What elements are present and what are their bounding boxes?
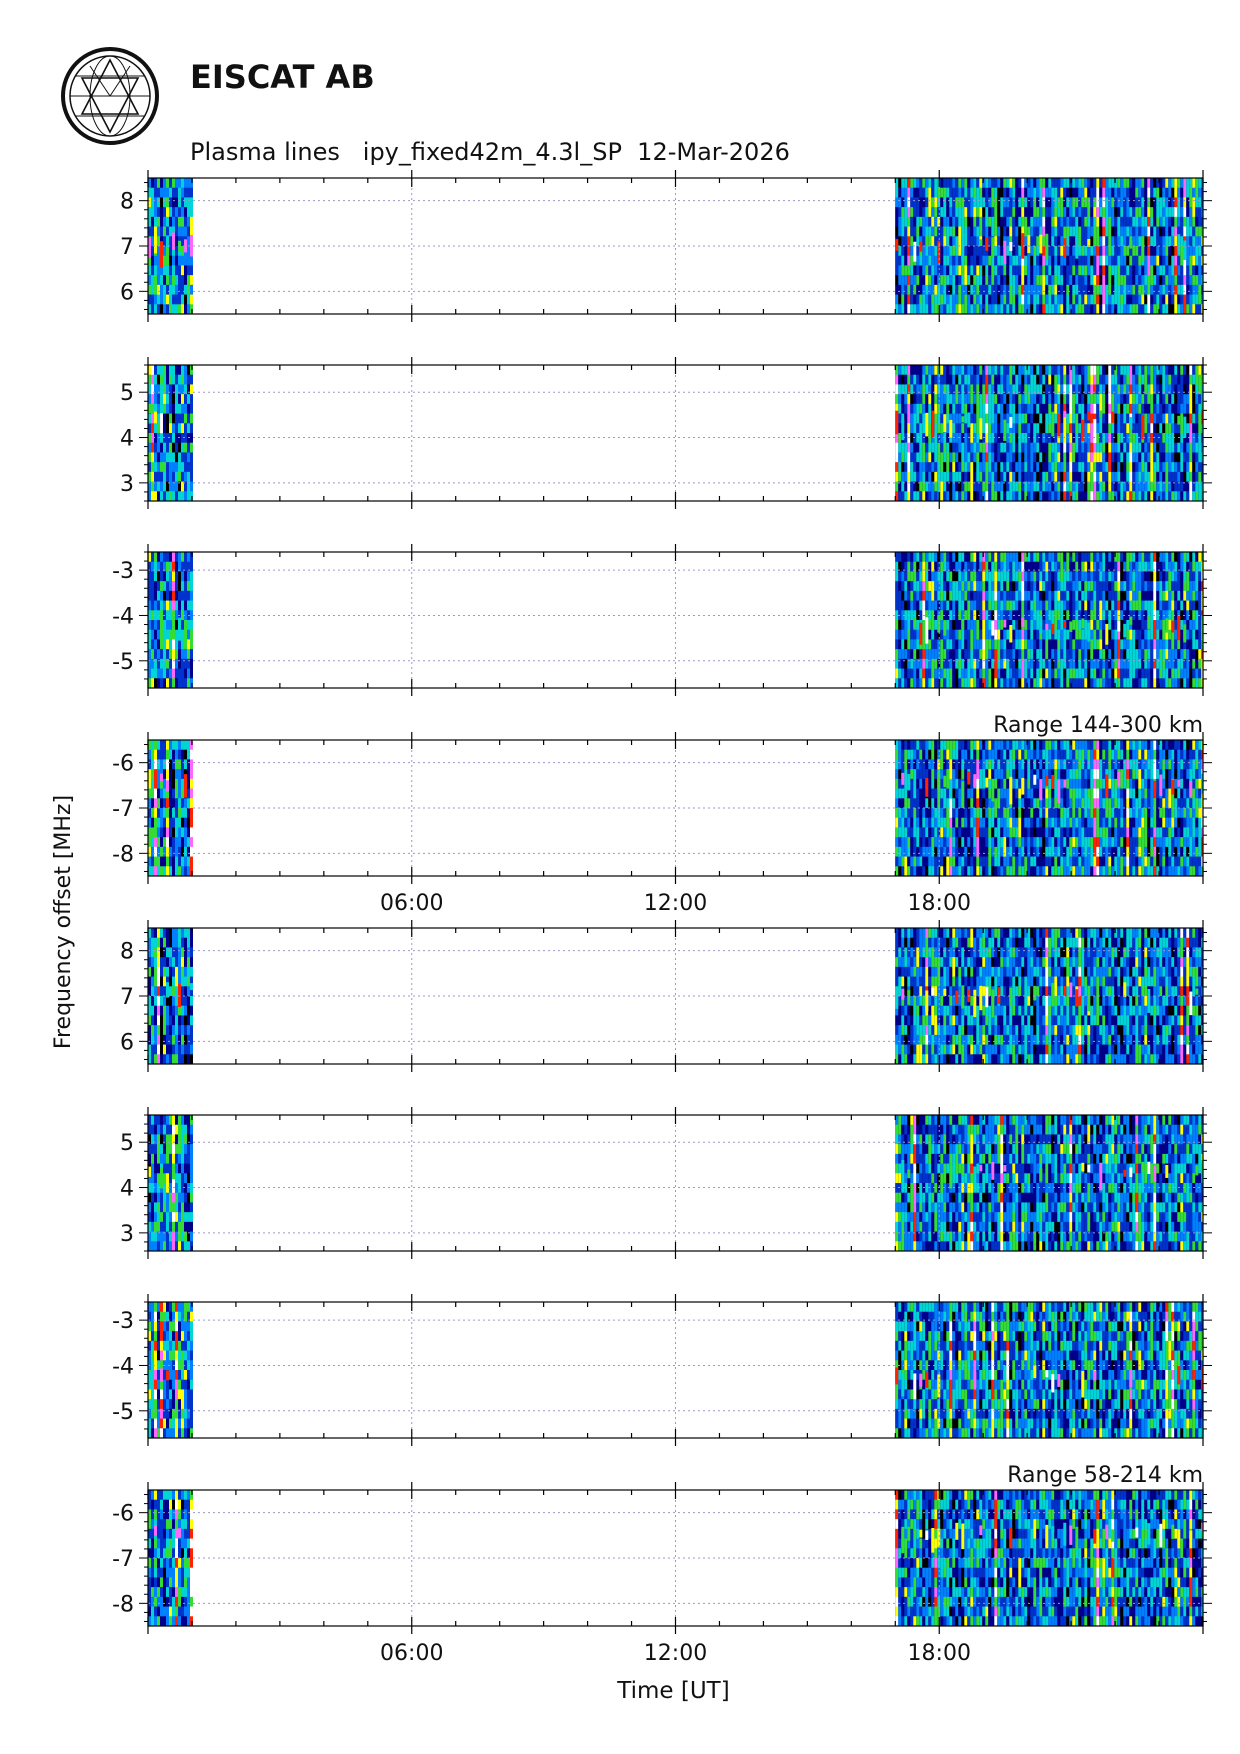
grid [148, 178, 1203, 314]
y-tick-label: 4 [120, 427, 134, 452]
panel-7: -3 -4 -5 [112, 1294, 1212, 1446]
y-tick-label: 8 [120, 190, 134, 215]
y-tick-label: -7 [112, 797, 134, 822]
y-tick-label: 5 [120, 381, 134, 406]
range-annotation: Range 144-300 km [993, 713, 1203, 738]
y-tick-label: -7 [112, 1547, 134, 1572]
grid [148, 1490, 1203, 1626]
organization-title: EISCAT AB [190, 58, 375, 96]
y-axis-label: Frequency offset [MHz] [51, 795, 76, 1049]
panel-3: -3 -4 -5 [112, 544, 1212, 696]
y-tick-label: 3 [120, 472, 134, 497]
y-tick-label: 8 [120, 940, 134, 965]
panel-8: -6 -7 -8 Range 58-214 km 06:00 12:00 18:00 [112, 1463, 1212, 1666]
data-block-2 [895, 928, 1203, 1064]
y-tick-label: -5 [112, 1400, 134, 1425]
panel-1: 6 7 8 [120, 170, 1212, 322]
y-tick-label: 6 [120, 280, 134, 305]
spectrogram [148, 365, 1203, 501]
grid [148, 740, 1203, 876]
x-tick-label: 12:00 [644, 891, 707, 916]
panel-5: 6 7 8 [120, 920, 1212, 1072]
y-tick-label: 7 [120, 985, 134, 1010]
data-block-2 [895, 1115, 1203, 1251]
spectrogram [148, 1302, 1203, 1438]
range-annotation: Range 58-214 km [1007, 1463, 1203, 1488]
data-block-2 [895, 365, 1203, 501]
data-block-1 [148, 1115, 193, 1251]
x-tick-label: 18:00 [908, 1641, 971, 1666]
y-tick-label: -3 [112, 1309, 134, 1334]
x-tick-label: 18:00 [908, 891, 971, 916]
y-tick-label: 3 [120, 1222, 134, 1247]
y-tick-label: 7 [120, 235, 134, 260]
y-tick-label: 5 [120, 1131, 134, 1156]
data-block-1 [148, 552, 193, 688]
y-tick-label: -8 [112, 842, 134, 867]
panel-4: -6 -7 -8 Range 144-300 km 06:00 12:00 18:00 [112, 713, 1212, 916]
x-tick-label: 06:00 [380, 1641, 443, 1666]
x-axis-label: Time [UT] [616, 1678, 729, 1704]
y-tick-label: -6 [112, 752, 134, 777]
data-block-1 [148, 365, 193, 501]
y-tick-label: -6 [112, 1502, 134, 1527]
data-block-2 [895, 552, 1203, 688]
chart-subtitle: Plasma lines ipy_fixed42m_4.3l_SP 12-Mar… [190, 138, 790, 166]
grid [148, 928, 1203, 1064]
panel-6: 3 4 5 [120, 1107, 1212, 1259]
y-tick-label: 6 [120, 1030, 134, 1055]
grid [148, 1302, 1203, 1438]
y-tick-label: -4 [112, 1354, 134, 1379]
grid [148, 552, 1203, 688]
grid [148, 365, 1203, 501]
y-tick-label: -4 [112, 604, 134, 629]
grid [148, 1115, 1203, 1251]
panel-2: 3 4 5 [120, 357, 1212, 509]
x-tick-label: 06:00 [380, 891, 443, 916]
x-tick-label: 12:00 [644, 1641, 707, 1666]
data-block-1 [148, 1302, 193, 1438]
y-tick-label: -5 [112, 650, 134, 675]
spectrogram [148, 1115, 1203, 1251]
y-tick-label: 4 [120, 1177, 134, 1202]
eiscat-logo [61, 47, 159, 145]
data-block-2 [895, 1302, 1203, 1438]
y-tick-label: -3 [112, 559, 134, 584]
y-tick-label: -8 [112, 1592, 134, 1617]
